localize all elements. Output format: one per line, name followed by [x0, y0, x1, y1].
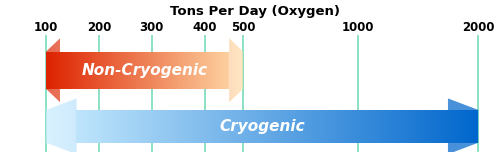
Polygon shape	[462, 104, 463, 149]
Text: Cryogenic: Cryogenic	[220, 119, 305, 134]
Text: 300: 300	[140, 21, 164, 34]
Polygon shape	[70, 101, 71, 152]
Polygon shape	[448, 99, 449, 154]
Polygon shape	[474, 109, 475, 144]
Polygon shape	[461, 104, 462, 149]
Polygon shape	[62, 104, 63, 149]
Polygon shape	[48, 109, 49, 144]
Polygon shape	[453, 100, 454, 152]
Polygon shape	[473, 108, 474, 145]
Polygon shape	[74, 99, 75, 154]
Polygon shape	[459, 103, 460, 150]
Polygon shape	[49, 109, 50, 144]
Polygon shape	[73, 100, 74, 153]
Polygon shape	[56, 106, 57, 147]
Text: 200: 200	[87, 21, 111, 34]
Polygon shape	[472, 108, 473, 145]
Polygon shape	[69, 101, 70, 151]
Polygon shape	[46, 110, 47, 143]
Polygon shape	[471, 107, 472, 145]
Polygon shape	[67, 102, 68, 151]
Polygon shape	[52, 108, 53, 145]
Polygon shape	[470, 107, 471, 145]
Polygon shape	[58, 105, 59, 147]
Polygon shape	[47, 109, 48, 143]
Text: 500: 500	[231, 21, 256, 34]
Polygon shape	[72, 100, 73, 153]
Polygon shape	[449, 99, 450, 154]
Polygon shape	[61, 104, 62, 148]
Polygon shape	[71, 100, 72, 152]
Polygon shape	[466, 106, 467, 147]
Polygon shape	[463, 104, 464, 148]
Polygon shape	[477, 110, 478, 143]
Polygon shape	[464, 105, 465, 148]
Polygon shape	[57, 106, 58, 147]
Polygon shape	[457, 102, 458, 151]
Text: 100: 100	[34, 21, 58, 34]
Polygon shape	[50, 108, 51, 145]
Polygon shape	[54, 107, 55, 146]
Polygon shape	[455, 101, 456, 151]
Polygon shape	[65, 103, 66, 150]
Text: 2000: 2000	[462, 21, 494, 34]
Polygon shape	[469, 107, 470, 146]
Polygon shape	[63, 104, 64, 149]
Polygon shape	[452, 100, 453, 152]
Text: 400: 400	[192, 21, 217, 34]
Text: Non-Cryogenic: Non-Cryogenic	[82, 63, 208, 78]
Text: 1000: 1000	[342, 21, 374, 34]
Polygon shape	[450, 100, 451, 153]
Polygon shape	[60, 104, 61, 148]
Polygon shape	[55, 107, 56, 146]
Polygon shape	[51, 108, 52, 145]
Polygon shape	[460, 103, 461, 149]
Polygon shape	[75, 99, 76, 154]
Polygon shape	[456, 102, 457, 151]
Text: Tons Per Day (Oxygen): Tons Per Day (Oxygen)	[170, 5, 340, 18]
Polygon shape	[458, 103, 459, 150]
Polygon shape	[465, 105, 466, 148]
Polygon shape	[475, 109, 476, 144]
Polygon shape	[476, 109, 477, 143]
Polygon shape	[68, 101, 69, 151]
Polygon shape	[451, 100, 452, 153]
Polygon shape	[64, 103, 65, 150]
Polygon shape	[59, 105, 60, 148]
Polygon shape	[53, 107, 54, 145]
Polygon shape	[468, 106, 469, 146]
Polygon shape	[66, 102, 67, 150]
Polygon shape	[454, 101, 455, 152]
Polygon shape	[467, 106, 468, 147]
